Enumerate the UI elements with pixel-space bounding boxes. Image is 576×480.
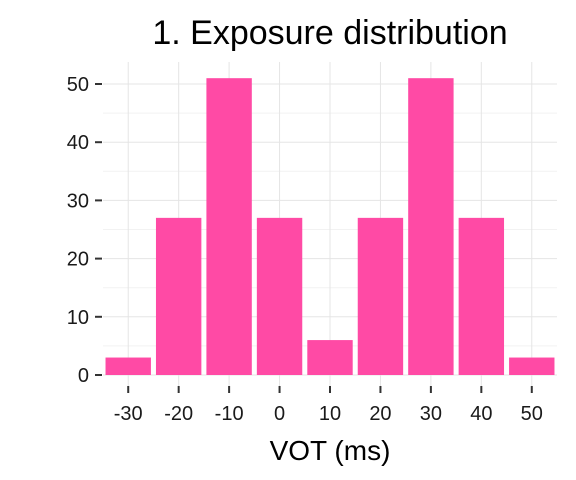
x-tick-label: 10 [319, 403, 341, 425]
bar [256, 217, 303, 375]
bar [509, 357, 555, 375]
bar [155, 217, 202, 375]
bar [206, 78, 252, 376]
bar [357, 217, 404, 375]
bar [307, 340, 353, 375]
y-tick-label: 20 [67, 249, 89, 271]
y-tick-label: 30 [67, 190, 89, 212]
chart-title: 1. Exposure distribution [152, 14, 507, 52]
x-tick-label: 0 [274, 403, 285, 425]
x-tick-label: -20 [164, 403, 193, 425]
y-tick-label: 40 [67, 132, 89, 154]
x-tick-label: -10 [215, 403, 244, 425]
y-tick-label: 50 [67, 74, 89, 96]
bar [458, 217, 505, 375]
x-tick-label: 20 [369, 403, 391, 425]
x-tick-label: 30 [420, 403, 442, 425]
x-tick-label: 50 [521, 403, 543, 425]
bar [408, 78, 454, 376]
x-axis-title: VOT (ms) [270, 435, 391, 466]
y-axis: 0 10 20 30 40 50 [67, 74, 102, 387]
x-axis: -30 -20 -10 0 10 20 30 40 50 [114, 386, 543, 425]
bars [105, 78, 555, 376]
x-tick-label: 40 [470, 403, 492, 425]
bar [105, 357, 151, 375]
y-tick-label: 10 [67, 307, 89, 329]
x-tick-label: -30 [114, 403, 143, 425]
y-tick-label: 0 [78, 365, 89, 387]
